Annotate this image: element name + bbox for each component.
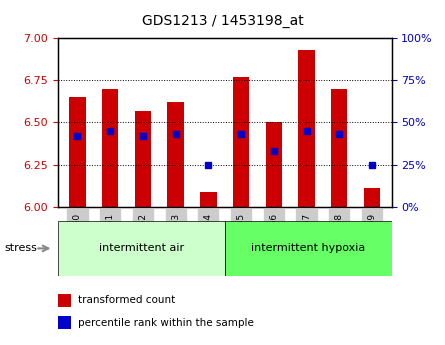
Bar: [331, 89, 348, 207]
Bar: [233, 77, 249, 207]
Text: transformed count: transformed count: [78, 295, 175, 305]
Bar: [167, 102, 184, 207]
FancyBboxPatch shape: [58, 221, 225, 276]
Bar: [58, 294, 71, 307]
Bar: [102, 89, 118, 207]
Bar: [298, 50, 315, 207]
Text: intermittent air: intermittent air: [99, 244, 184, 253]
Bar: [200, 192, 217, 207]
Bar: [135, 111, 151, 207]
Text: percentile rank within the sample: percentile rank within the sample: [78, 317, 254, 327]
Text: GDS1213 / 1453198_at: GDS1213 / 1453198_at: [142, 14, 303, 28]
Bar: [69, 97, 85, 207]
Bar: [364, 188, 380, 207]
Text: stress: stress: [4, 244, 37, 253]
Text: intermittent hypoxia: intermittent hypoxia: [251, 244, 365, 253]
FancyBboxPatch shape: [225, 221, 392, 276]
Bar: [266, 122, 282, 207]
Bar: [58, 316, 71, 329]
